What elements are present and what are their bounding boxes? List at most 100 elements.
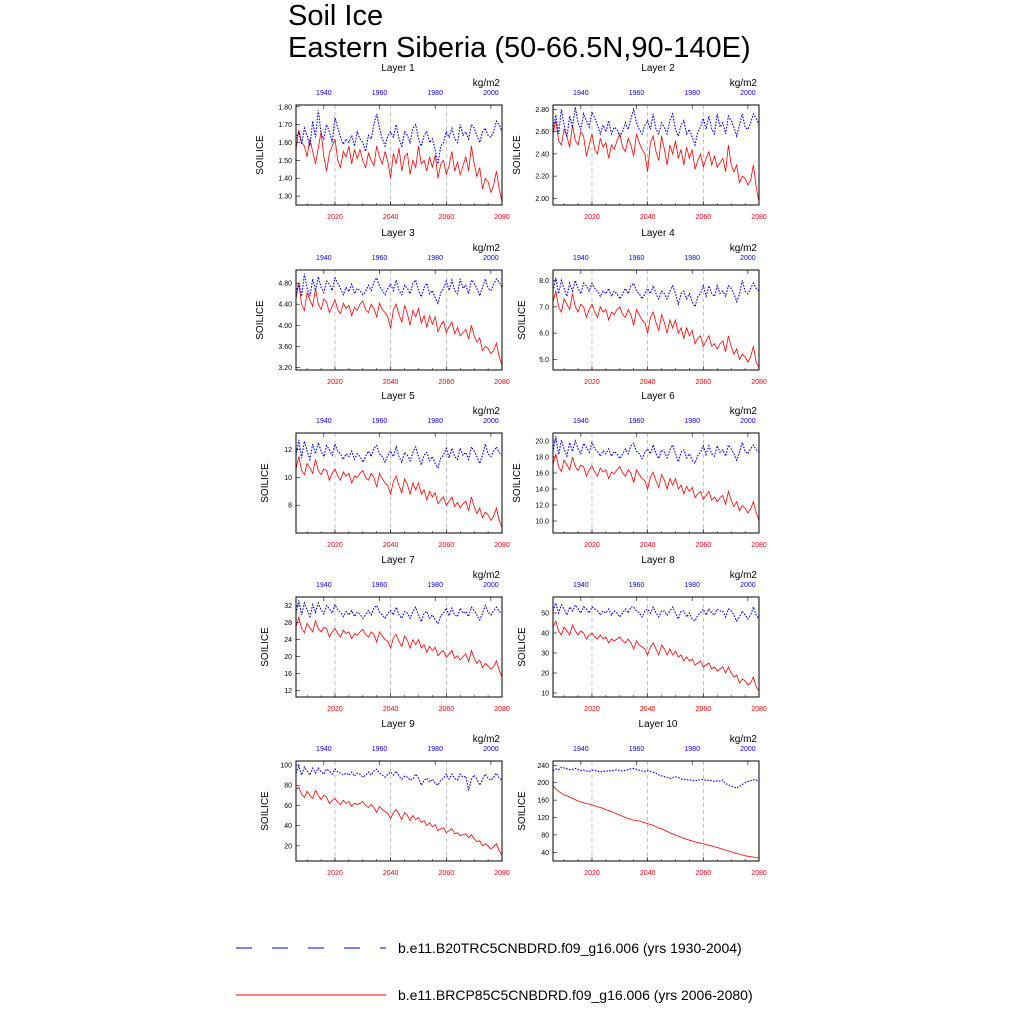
layer-6-y-tick-label: 12.0 [535,503,549,510]
layer-8-y-tick-label: 50 [541,611,549,618]
layer-7-top-tick-label: 1940 [316,582,332,589]
layer-8-bottom-tick-label: 2080 [751,706,767,713]
layer-9-future-series-line [295,786,503,856]
layer-2-y-tick-label: 2.20 [535,174,549,181]
layer-6-y-tick-label: 16.0 [535,471,549,478]
layer-4-bottom-tick-label: 2060 [696,379,712,386]
layer-3-panel: Layer 3 kg/m2 1940 1960 1980 2000 2020 2040 2060… [255,228,510,386]
layer-5-future-series-line [295,456,503,528]
layer-10-top-tick-label: 2000 [740,746,756,753]
layer-4-future-series-line [552,290,760,368]
layer-7-y-tick-label: 12 [284,688,292,695]
layer-7-y-tick-label: 32 [284,603,292,610]
layer-7-historical-series-line [295,600,503,625]
layer-2-y-tick-label: 2.60 [535,129,549,136]
layer-3-top-tick-label: 1960 [372,255,388,262]
layer-1-units: kg/m2 [473,78,501,89]
layer-6-top-tick-label: 1940 [573,418,589,425]
layer-9-top-tick-label: 1960 [372,746,388,753]
layer-2-title: Layer 2 [641,63,675,74]
layer-3-y-tick-label: 3.60 [278,344,292,351]
layer-9-top-tick-label: 1940 [316,746,332,753]
layer-10-y-axis-label: SOILICE [517,791,528,831]
layer-8-y-tick-label: 10 [541,691,549,698]
layer-10-panel: Layer 10 kg/m2 1940 1960 1980 2000 2020 2040 206… [517,719,767,877]
layer-4-plot-frame [552,269,760,371]
layer-2-plot-frame [552,104,760,206]
layer-7-y-tick-label: 20 [284,654,292,661]
layer-2-bottom-tick-label: 2020 [584,214,600,221]
layer-4-top-tick-label: 1980 [684,255,700,262]
layer-1-bottom-tick-label: 2020 [327,214,343,221]
layer-3-historical-series-line [295,273,503,305]
layer-9-bottom-tick-label: 2080 [494,870,510,877]
layer-9-y-axis-label: SOILICE [260,791,271,831]
layer-5-bottom-tick-label: 2060 [439,542,455,549]
layer-4-y-tick-label: 5.0 [539,357,549,364]
layer-1-bottom-tick-label: 2080 [494,214,510,221]
layer-3-top-tick-label: 2000 [483,255,499,262]
layer-8-top-tick-label: 1980 [684,582,700,589]
layer-8-y-tick-label: 20 [541,671,549,678]
layer-6-bottom-tick-label: 2080 [751,542,767,549]
layer-2-top-tick-label: 1960 [629,90,645,97]
layer-8-y-tick-label: 40 [541,631,549,638]
layer-10-y-tick-label: 160 [537,798,549,805]
layer-10-future-series-line [552,785,760,859]
layer-3-top-tick-label: 1940 [316,255,332,262]
layer-3-bottom-tick-label: 2060 [439,379,455,386]
layer-3-future-series-line [295,283,503,366]
layer-5-y-tick-label: 10 [284,475,292,482]
layer-7-bottom-tick-label: 2060 [439,706,455,713]
layer-6-panel: Layer 6 kg/m2 1940 1960 1980 2000 2020 2040 2060… [512,391,767,549]
layer-10-top-tick-label: 1940 [573,746,589,753]
layer-9-top-tick-label: 2000 [483,746,499,753]
layer-4-top-tick-label: 2000 [740,255,756,262]
layer-7-units: kg/m2 [473,570,501,581]
layer-9-bottom-tick-label: 2020 [327,870,343,877]
layer-7-future-series-line [295,615,503,678]
layer-6-bottom-tick-label: 2040 [640,542,656,549]
layer-6-plot-frame [552,432,760,534]
layer-3-y-tick-label: 4.80 [278,281,292,288]
layer-7-bottom-tick-label: 2020 [327,706,343,713]
layer-1-top-tick-label: 1980 [427,90,443,97]
layer-1-y-tick-label: 1.30 [278,194,292,201]
layer-2-y-tick-label: 2.80 [535,107,549,114]
layer-10-y-tick-label: 120 [537,815,549,822]
layer-8-title: Layer 8 [641,555,675,566]
layer-1-y-tick-label: 1.60 [278,140,292,147]
layer-5-title: Layer 5 [381,391,415,402]
layer-9-plot-frame [295,760,503,862]
layer-5-historical-series-line [295,439,503,469]
layer-4-y-tick-label: 6.0 [539,331,549,338]
layer-5-plot-frame [295,432,503,534]
layer-6-y-axis-label: SOILICE [512,463,523,503]
layer-7-bottom-tick-label: 2080 [494,706,510,713]
layer-1-y-tick-label: 1.80 [278,104,292,111]
layer-10-top-tick-label: 1980 [684,746,700,753]
layer-7-bottom-tick-label: 2040 [383,706,399,713]
layer-8-future-series-line [552,619,760,692]
layer-10-y-tick-label: 240 [537,763,549,770]
layer-6-future-series-line [552,453,760,521]
layer-4-units: kg/m2 [730,243,758,254]
layer-4-y-tick-label: 8.0 [539,278,549,285]
layer-4-title: Layer 4 [641,228,675,239]
layer-2-y-axis-label: SOILICE [512,135,523,175]
layer-2-future-series-line [552,120,760,202]
layer-10-bottom-tick-label: 2080 [751,870,767,877]
layer-10-units: kg/m2 [730,734,758,745]
layer-1-top-tick-label: 1940 [316,90,332,97]
layer-4-panel: Layer 4 kg/m2 1940 1960 1980 2000 2020 2040 2060… [517,228,767,386]
layer-4-historical-series-line [552,277,760,309]
layer-7-top-tick-label: 1960 [372,582,388,589]
layer-2-bottom-tick-label: 2060 [696,214,712,221]
layer-5-top-tick-label: 1980 [427,418,443,425]
layer-7-y-tick-label: 16 [284,671,292,678]
layer-1-bottom-tick-label: 2060 [439,214,455,221]
layer-10-top-tick-label: 1960 [629,746,645,753]
legend-historical-label: b.e11.B20TRC5CNBDRD.f09_g16.006 (yrs 193… [398,940,742,956]
